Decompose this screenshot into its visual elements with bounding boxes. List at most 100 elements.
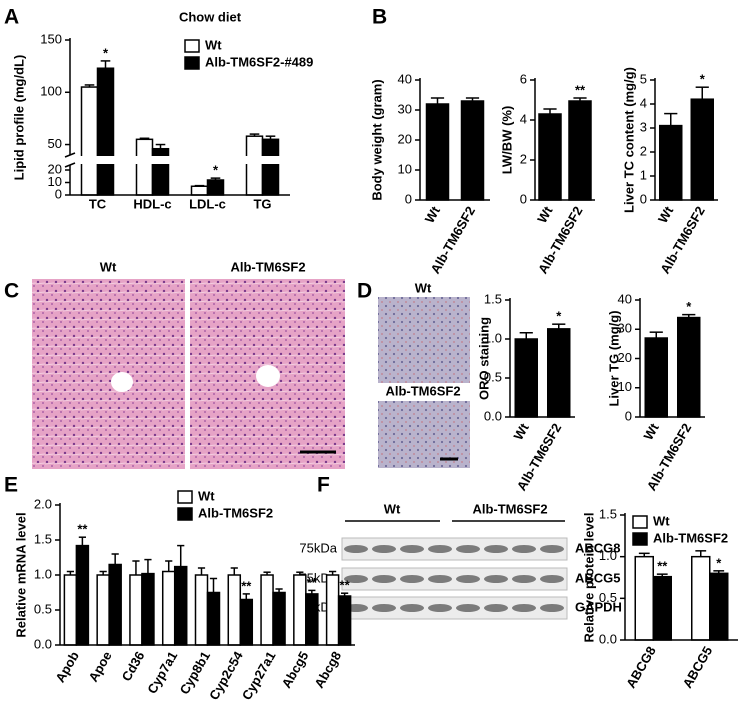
y-tick-label: 2	[640, 143, 647, 158]
y-tick-label: 4	[520, 111, 527, 126]
bar	[691, 555, 711, 641]
blot-strip	[341, 567, 568, 591]
bar	[325, 574, 340, 646]
x-tick-label: HDL-c	[133, 196, 171, 211]
bar	[96, 67, 115, 196]
y-tick-label: 4	[640, 95, 647, 110]
y-tick-label: 1.5	[34, 531, 52, 546]
x-tick-label: Abcg5	[279, 649, 312, 691]
y-axis-label: Relative mRNA level	[13, 512, 28, 637]
x-tick-label: Wt	[641, 420, 663, 442]
significance: *	[686, 299, 692, 314]
y-tick-label: 50	[48, 136, 62, 151]
y-tick-label: 10	[398, 161, 412, 176]
legend-label: Alb-TM6SF2	[198, 505, 273, 520]
bar	[206, 179, 225, 196]
x-tick-label: Wt	[422, 203, 444, 225]
central-vein	[111, 372, 133, 392]
y-tick-label: 10	[618, 379, 632, 394]
oro-image	[378, 297, 470, 383]
y-tick-label: 20	[618, 350, 632, 365]
blot-band	[456, 575, 480, 583]
blot-band	[372, 604, 396, 612]
axis-break-mark	[64, 152, 76, 158]
panel-label: B	[372, 6, 387, 29]
bar	[129, 574, 143, 646]
y-tick-label: 40	[398, 71, 412, 86]
image-label: Alb-TM6SF2	[230, 259, 305, 274]
protein-label: ABCG8	[575, 540, 621, 555]
marker-label: 75kDa	[299, 540, 337, 555]
x-tick-label: Apoe	[86, 649, 115, 685]
x-tick-label: TG	[253, 196, 271, 211]
y-tick-label: 100	[40, 84, 62, 99]
legend-swatch	[184, 56, 200, 70]
significance: **	[657, 559, 668, 574]
y-tick-label: 0	[625, 408, 632, 423]
y-tick-label: 3	[640, 119, 647, 134]
bar	[644, 337, 668, 418]
legend-label: Alb-TM6SF2-#489	[205, 54, 313, 69]
panel-label: F	[317, 474, 330, 497]
significance: **	[340, 578, 351, 593]
bar	[634, 555, 654, 641]
blot-band	[428, 604, 452, 612]
image-label: Wt	[100, 259, 117, 274]
bar	[206, 591, 221, 646]
image-label: Wt	[415, 280, 432, 295]
y-axis-label: Lipid profile (mg/dL)	[11, 55, 26, 181]
y-tick-label: 0.0	[599, 631, 617, 646]
blot-band	[428, 575, 452, 583]
y-tick-label: 0	[405, 191, 412, 206]
bar	[194, 574, 209, 646]
bar	[227, 574, 242, 646]
y-axis-label: ORO staining	[476, 317, 491, 400]
y-tick-label: 10	[48, 174, 62, 189]
x-tick-label: TC	[89, 196, 107, 211]
bar	[173, 565, 188, 646]
legend-swatch	[632, 532, 648, 546]
y-tick-label: 0.0	[484, 408, 502, 423]
bar	[245, 135, 264, 196]
y-tick-label: 1.0	[34, 566, 52, 581]
legend-swatch	[177, 490, 193, 504]
y-tick-label: 20	[48, 161, 62, 176]
significance: **	[241, 578, 252, 593]
blot-band	[540, 604, 564, 612]
y-tick-label: 30	[398, 101, 412, 116]
bar	[514, 338, 538, 418]
y-axis-label: Liver TC content (mg/g)	[621, 67, 636, 213]
bar	[652, 575, 672, 641]
blot-band	[344, 545, 368, 553]
x-tick-label: Cd36	[119, 649, 148, 684]
x-tick-label: Wt	[534, 203, 556, 225]
blot-band	[512, 575, 536, 583]
legend-label: Wt	[198, 488, 215, 503]
bar	[161, 570, 176, 646]
bar	[460, 100, 485, 201]
x-tick-label: LDL-c	[189, 196, 226, 211]
y-tick-label: 1	[640, 167, 647, 182]
protein-label: GAPDH	[575, 599, 622, 614]
protein-label: ABCG5	[575, 570, 621, 585]
image-label: Alb-TM6SF2	[385, 383, 460, 398]
y-tick-label: 40	[618, 291, 632, 306]
x-tick-label: ABCG5	[680, 644, 716, 691]
bar	[677, 316, 701, 418]
bar	[547, 328, 571, 418]
y-tick-label: 0	[520, 191, 527, 206]
bar	[568, 100, 592, 201]
y-tick-label: 1.5	[484, 291, 502, 306]
y-tick-label: 0.5	[484, 369, 502, 384]
y-tick-label: 0	[640, 191, 647, 206]
bar	[141, 572, 155, 646]
central-vein	[256, 365, 280, 387]
bar	[96, 574, 110, 646]
blot-band	[540, 545, 564, 553]
bar	[261, 138, 280, 196]
bar	[239, 598, 254, 646]
legend-swatch	[632, 515, 648, 529]
blot-band	[484, 604, 508, 612]
y-tick-label: 5	[640, 71, 647, 86]
